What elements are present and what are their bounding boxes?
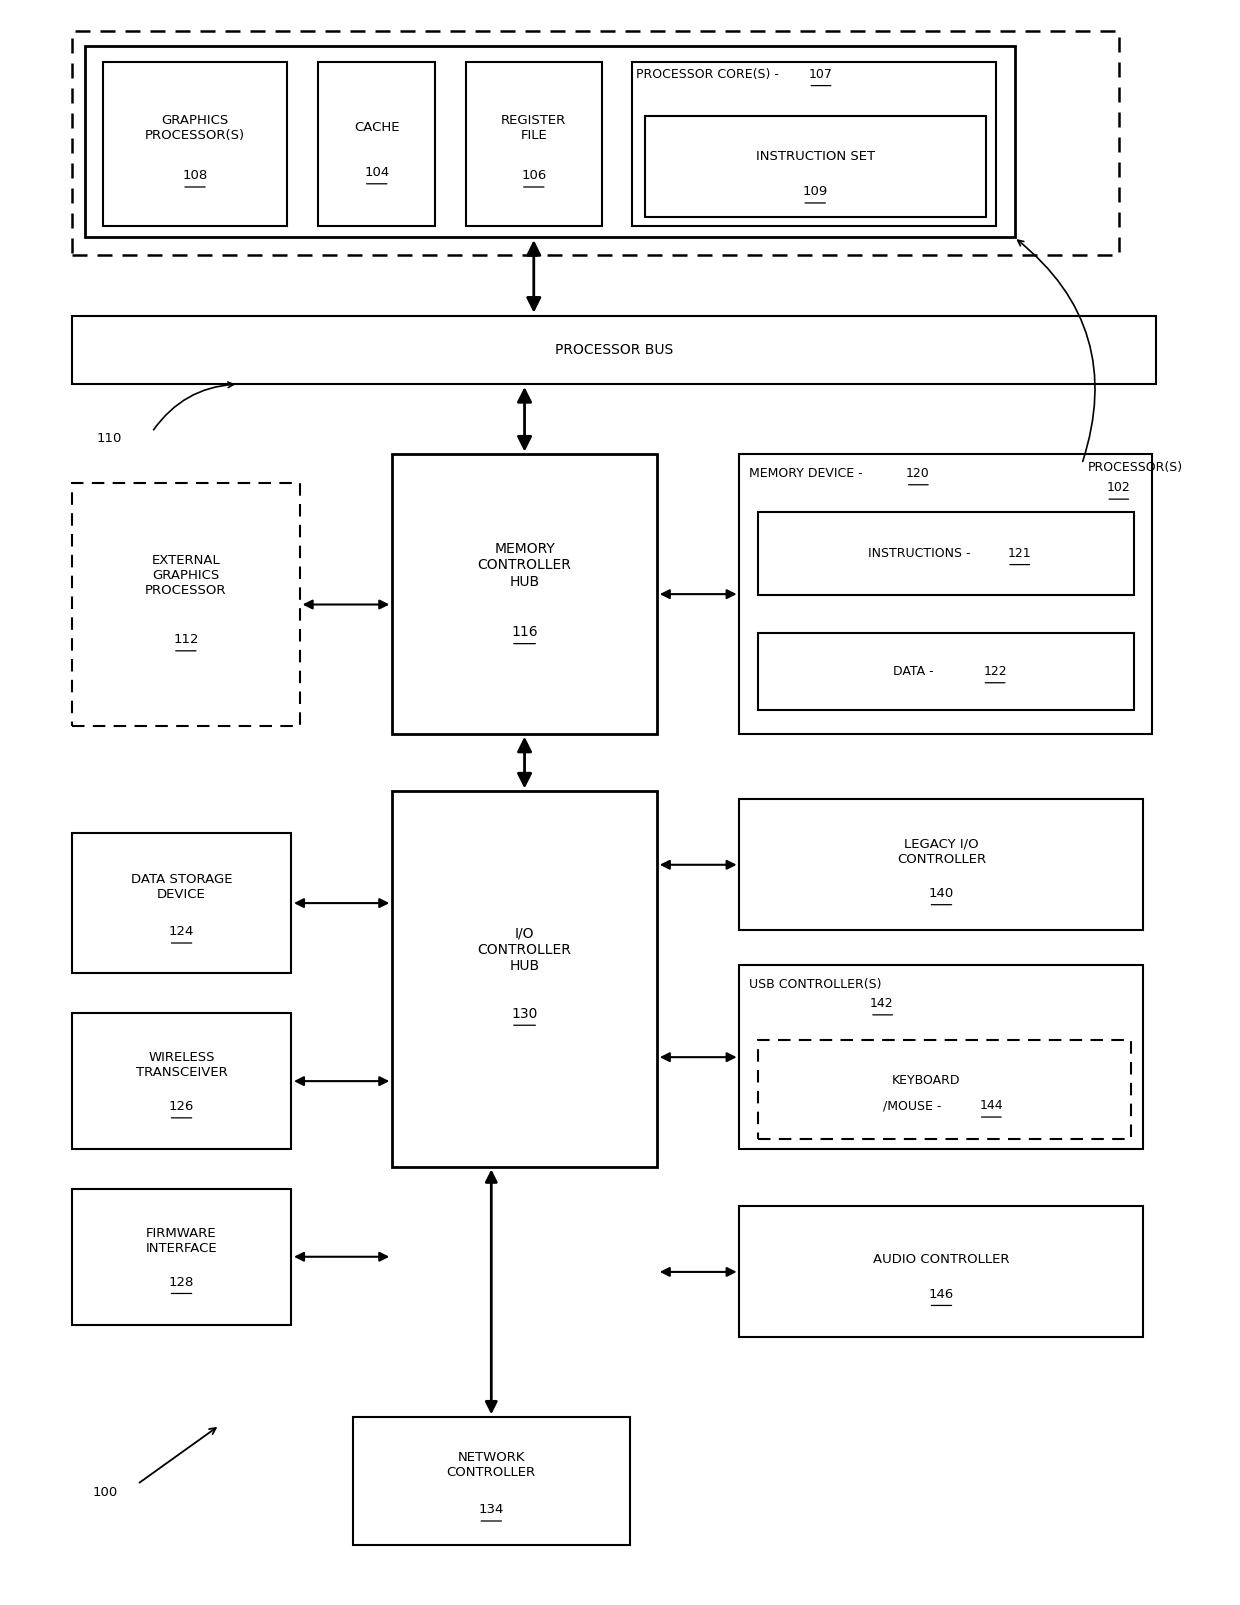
Text: AUDIO CONTROLLER: AUDIO CONTROLLER bbox=[873, 1252, 1009, 1266]
Text: GRAPHICS
PROCESSOR(S): GRAPHICS PROCESSOR(S) bbox=[145, 114, 246, 141]
Text: PROCESSOR CORE(S) -: PROCESSOR CORE(S) - bbox=[636, 67, 782, 80]
Text: LEGACY I/O
CONTROLLER: LEGACY I/O CONTROLLER bbox=[897, 838, 986, 867]
Text: INSTRUCTION SET: INSTRUCTION SET bbox=[755, 151, 874, 164]
Text: 126: 126 bbox=[169, 1099, 195, 1114]
Text: 106: 106 bbox=[521, 169, 547, 183]
Text: 140: 140 bbox=[929, 888, 954, 900]
Text: DATA -: DATA - bbox=[893, 664, 937, 677]
Bar bbox=[739, 965, 1143, 1149]
Bar bbox=[103, 61, 288, 226]
Bar bbox=[739, 1207, 1143, 1337]
Text: 100: 100 bbox=[93, 1486, 118, 1499]
FancyArrowPatch shape bbox=[1018, 241, 1095, 461]
Bar bbox=[72, 833, 291, 973]
Text: 107: 107 bbox=[808, 67, 832, 80]
Bar bbox=[645, 116, 986, 217]
Text: EXTERNAL
GRAPHICS
PROCESSOR: EXTERNAL GRAPHICS PROCESSOR bbox=[145, 554, 227, 597]
Text: 128: 128 bbox=[169, 1276, 195, 1289]
Text: 144: 144 bbox=[980, 1099, 1003, 1112]
Text: 134: 134 bbox=[479, 1504, 503, 1517]
Text: 146: 146 bbox=[929, 1287, 954, 1300]
Bar bbox=[739, 454, 1152, 733]
Text: KEYBOARD: KEYBOARD bbox=[892, 1074, 960, 1087]
Bar bbox=[72, 32, 1118, 255]
Bar bbox=[758, 512, 1133, 595]
Text: 121: 121 bbox=[1008, 547, 1032, 560]
Bar bbox=[72, 483, 300, 725]
Text: MEMORY
CONTROLLER
HUB: MEMORY CONTROLLER HUB bbox=[477, 542, 572, 589]
Text: 124: 124 bbox=[169, 926, 195, 939]
Bar bbox=[392, 791, 657, 1167]
Text: NETWORK
CONTROLLER: NETWORK CONTROLLER bbox=[446, 1451, 536, 1480]
Text: MEMORY DEVICE -: MEMORY DEVICE - bbox=[749, 467, 867, 480]
Text: 122: 122 bbox=[983, 664, 1007, 677]
Text: PROCESSOR BUS: PROCESSOR BUS bbox=[554, 343, 673, 356]
Text: 110: 110 bbox=[97, 432, 122, 445]
Bar bbox=[758, 634, 1133, 709]
Text: INSTRUCTIONS -: INSTRUCTIONS - bbox=[868, 547, 975, 560]
Bar bbox=[72, 1013, 291, 1149]
Bar bbox=[758, 1040, 1131, 1140]
Bar bbox=[72, 316, 1156, 384]
Text: REGISTER
FILE: REGISTER FILE bbox=[501, 114, 567, 141]
Text: FIRMWARE
INTERFACE: FIRMWARE INTERFACE bbox=[146, 1226, 217, 1255]
Text: I/O
CONTROLLER
HUB: I/O CONTROLLER HUB bbox=[477, 928, 572, 973]
Bar bbox=[392, 454, 657, 733]
Text: 112: 112 bbox=[174, 632, 198, 647]
Text: DATA STORAGE
DEVICE: DATA STORAGE DEVICE bbox=[130, 873, 232, 900]
Text: CACHE: CACHE bbox=[353, 122, 399, 135]
Text: 109: 109 bbox=[802, 185, 828, 199]
Bar bbox=[86, 45, 1016, 238]
Text: USB CONTROLLER(S): USB CONTROLLER(S) bbox=[749, 977, 882, 990]
Bar bbox=[739, 799, 1143, 931]
Bar bbox=[466, 61, 601, 226]
Bar bbox=[632, 61, 996, 226]
Text: 104: 104 bbox=[365, 165, 389, 180]
Text: 102: 102 bbox=[1107, 482, 1131, 494]
Bar bbox=[352, 1417, 630, 1546]
Bar bbox=[72, 1189, 291, 1324]
Text: 116: 116 bbox=[511, 626, 538, 639]
Text: WIRELESS
TRANSCEIVER: WIRELESS TRANSCEIVER bbox=[135, 1051, 227, 1079]
Text: 130: 130 bbox=[511, 1006, 538, 1021]
Text: 108: 108 bbox=[182, 169, 207, 183]
Text: /MOUSE -: /MOUSE - bbox=[883, 1099, 945, 1112]
Text: 142: 142 bbox=[870, 997, 894, 1010]
Text: 120: 120 bbox=[905, 467, 930, 480]
Text: PROCESSOR(S): PROCESSOR(S) bbox=[1087, 461, 1183, 473]
Bar bbox=[319, 61, 435, 226]
FancyArrowPatch shape bbox=[139, 1428, 216, 1483]
FancyArrowPatch shape bbox=[154, 382, 233, 430]
